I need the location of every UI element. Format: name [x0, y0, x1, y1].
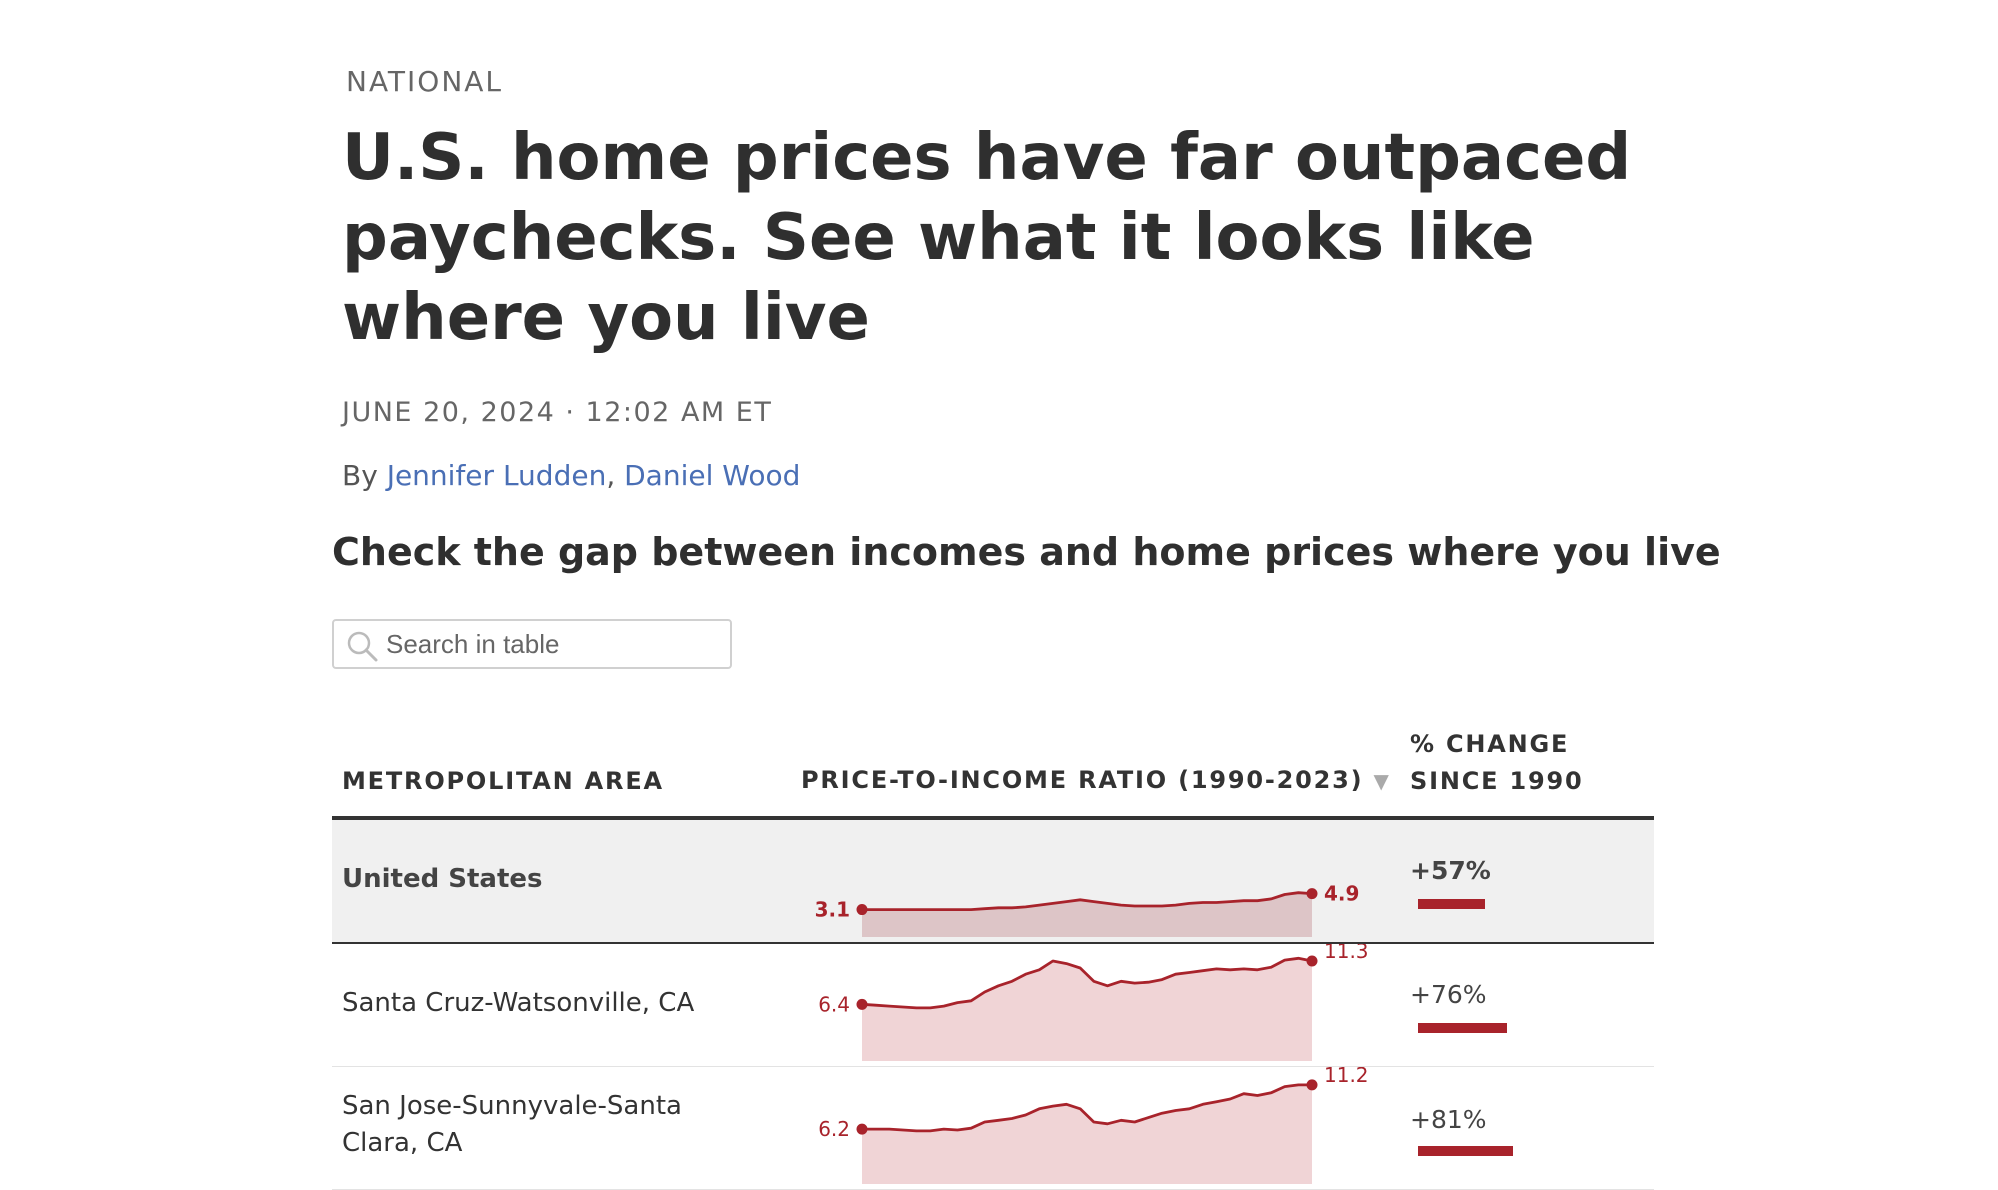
sparkline-end-label: 4.9: [1324, 882, 1359, 906]
search-icon: [347, 631, 378, 662]
percent-change: +76%: [1410, 980, 1487, 1009]
table-header: METROPOLITAN AREA PRICE-TO-INCOME RATIO …: [332, 720, 1654, 820]
sparkline-area: [862, 1084, 1312, 1184]
sparkline-line: [861, 956, 1313, 1010]
column-header-change[interactable]: % CHANGE SINCE 1990: [1410, 726, 1590, 800]
sparkline-end-label: 11.2: [1324, 1067, 1369, 1087]
percent-change-bar: [1418, 1146, 1513, 1156]
byline-prefix: By: [342, 459, 378, 492]
sparkline-start-point: [856, 998, 868, 1010]
column-header-change-line2: SINCE 1990: [1410, 767, 1584, 795]
metro-area-name: United States: [342, 864, 543, 894]
column-header-area[interactable]: METROPOLITAN AREA: [342, 767, 664, 795]
sparkline-end-point: [1306, 888, 1318, 900]
author-link-1[interactable]: Jennifer Ludden: [386, 459, 607, 492]
column-header-change-line1: % CHANGE: [1410, 730, 1570, 758]
author-link-2[interactable]: Daniel Wood: [624, 459, 801, 492]
byline: By Jennifer Ludden, Daniel Wood: [342, 459, 801, 492]
metro-area-name: Santa Cruz-Watsonville, CA: [342, 988, 695, 1018]
price-income-sparkline: 6.2 11.2: [818, 1067, 1369, 1184]
price-income-sparkline: 6.4 11.3: [818, 944, 1369, 1061]
section-label[interactable]: NATIONAL: [346, 65, 504, 98]
table-row[interactable]: Santa Cruz-Watsonville, CA 6.4 11.3 +76%: [332, 944, 1654, 1067]
metro-table: METROPOLITAN AREA PRICE-TO-INCOME RATIO …: [332, 720, 1654, 1190]
percent-change: +81%: [1410, 1105, 1487, 1134]
sparkline-start-label: 6.2: [818, 1117, 850, 1141]
percent-change-bar: [1418, 899, 1485, 909]
search-input[interactable]: [386, 627, 716, 661]
sparkline-end-point: [1306, 1079, 1318, 1091]
table-search[interactable]: [332, 619, 732, 669]
chart-section-title: Check the gap between incomes and home p…: [332, 530, 1721, 574]
sparkline-start-label: 3.1: [815, 898, 850, 922]
percent-change-bar: [1418, 1023, 1507, 1033]
sparkline-start-label: 6.4: [818, 992, 850, 1016]
price-income-sparkline: 3.1 4.9: [815, 882, 1359, 937]
metro-area-name: San Jose-Sunnyvale-Santa Clara, CA: [342, 1091, 682, 1158]
article-dateline: JUNE 20, 2024 · 12:02 AM ET: [342, 397, 773, 428]
sparkline-line: [862, 1083, 1312, 1133]
percent-change: +57%: [1410, 856, 1491, 885]
table-row[interactable]: United States 3.1 4.9 +57%: [332, 820, 1654, 944]
column-header-ratio[interactable]: PRICE-TO-INCOME RATIO (1990-2023) ▼: [801, 762, 1391, 800]
article-headline: U.S. home prices have far outpaced paych…: [342, 121, 1632, 355]
sort-descending-icon[interactable]: ▼: [1373, 769, 1391, 793]
sparkline-line: [862, 891, 1313, 911]
sparkline-end-label: 11.3: [1324, 944, 1369, 963]
column-header-ratio-label: PRICE-TO-INCOME RATIO (1990-2023): [801, 766, 1364, 794]
sparkline-start-point: [856, 904, 868, 916]
sparkline-start-point: [856, 1123, 868, 1135]
sparkline-end-point: [1306, 955, 1318, 967]
sparkline-area: [862, 958, 1312, 1061]
table-row[interactable]: San Jose-Sunnyvale-Santa Clara, CA 6.2 11…: [332, 1067, 1654, 1190]
